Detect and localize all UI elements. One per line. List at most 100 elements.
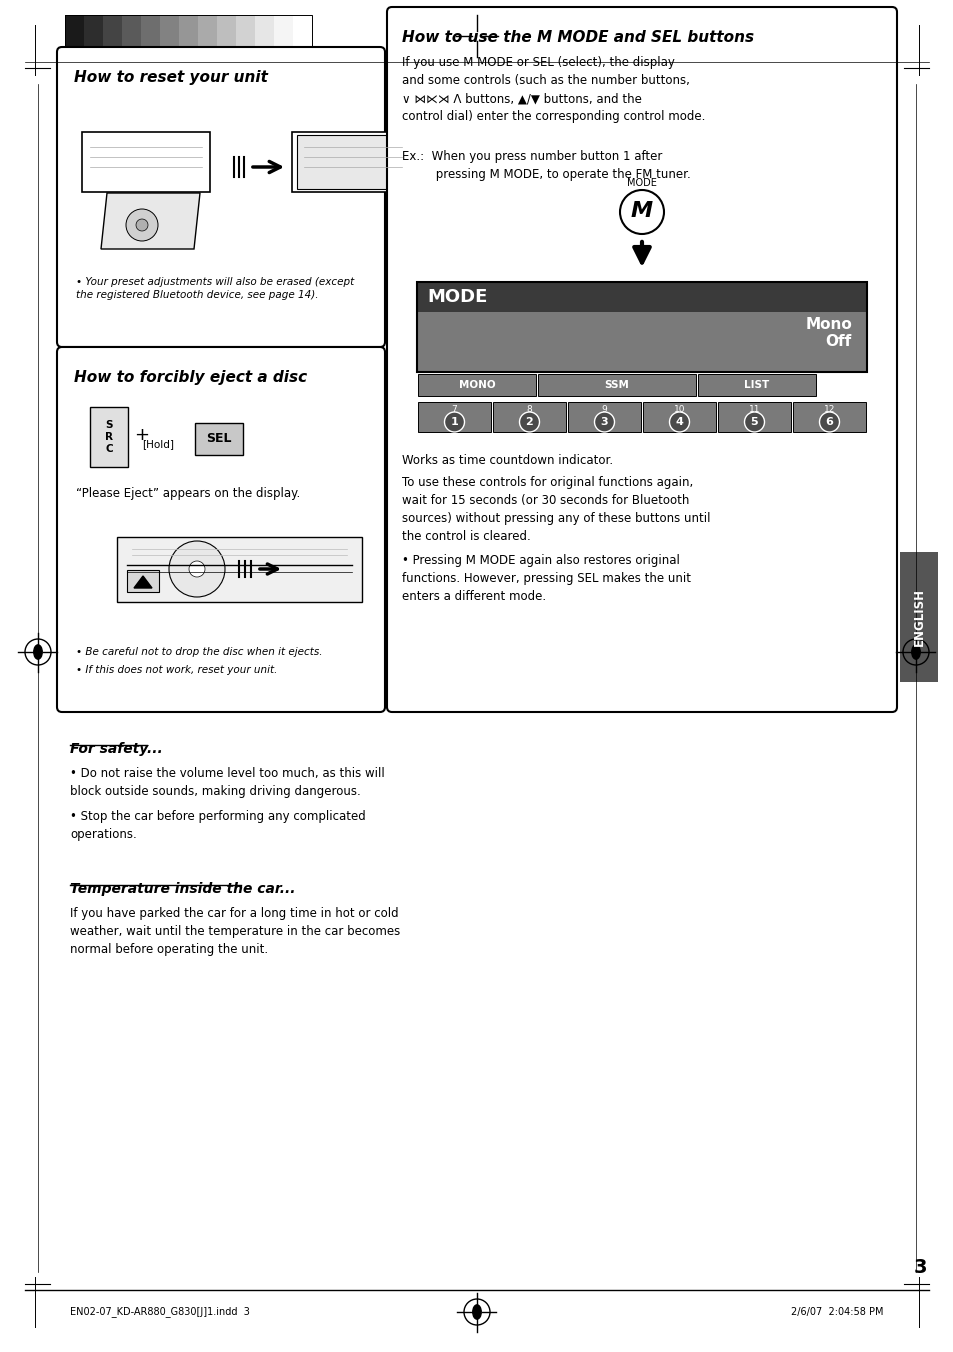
Bar	[755, 15, 774, 58]
Polygon shape	[117, 537, 361, 602]
Circle shape	[169, 541, 225, 598]
Text: • Pressing M MODE again also restores original
functions. However, pressing SEL : • Pressing M MODE again also restores or…	[401, 554, 690, 603]
Text: How to use the M MODE and SEL buttons: How to use the M MODE and SEL buttons	[401, 30, 753, 45]
Bar	[899, 552, 937, 681]
Bar	[416, 283, 866, 372]
Text: 2: 2	[525, 416, 533, 427]
Text: • Do not raise the volume level too much, as this will
block outside sounds, mak: • Do not raise the volume level too much…	[70, 767, 384, 798]
Bar	[141, 15, 160, 58]
FancyBboxPatch shape	[57, 347, 385, 713]
Bar	[660, 15, 888, 58]
Bar	[274, 15, 293, 58]
Polygon shape	[292, 132, 416, 192]
Bar	[90, 407, 128, 466]
Text: 2/6/07  2:04:58 PM: 2/6/07 2:04:58 PM	[791, 1307, 883, 1317]
Bar	[793, 15, 812, 58]
Ellipse shape	[33, 645, 42, 660]
Bar	[194, 423, 243, 456]
Bar	[127, 571, 159, 592]
FancyBboxPatch shape	[57, 47, 385, 347]
Bar	[850, 15, 869, 58]
Text: 11: 11	[748, 404, 760, 414]
Bar	[254, 15, 274, 58]
Text: To use these controls for original functions again,
wait for 15 seconds (or 30 s: To use these controls for original funct…	[401, 476, 710, 544]
Circle shape	[619, 191, 663, 234]
Text: +: +	[134, 426, 150, 443]
Circle shape	[519, 412, 539, 433]
Text: 10: 10	[673, 404, 684, 414]
Text: If you use M MODE or SEL (select), the display
and some controls (such as the nu: If you use M MODE or SEL (select), the d…	[401, 55, 704, 123]
Text: Ex.:  When you press number button 1 after
         pressing M MODE, to operate : Ex.: When you press number button 1 afte…	[401, 150, 690, 181]
Bar	[160, 15, 179, 58]
Text: Works as time countdown indicator.: Works as time countdown indicator.	[401, 454, 613, 466]
Bar	[567, 402, 640, 433]
Bar	[179, 15, 198, 58]
Circle shape	[743, 412, 763, 433]
Text: 8: 8	[526, 404, 532, 414]
Bar	[103, 15, 122, 58]
Bar	[718, 402, 790, 433]
Text: 12: 12	[823, 404, 834, 414]
Text: 5: 5	[750, 416, 758, 427]
Text: LIST: LIST	[743, 380, 769, 389]
Text: • Stop the car before performing any complicated
operations.: • Stop the car before performing any com…	[70, 810, 365, 841]
Bar	[812, 15, 831, 58]
Ellipse shape	[472, 28, 481, 43]
Text: M: M	[630, 201, 653, 220]
Text: MODE: MODE	[626, 178, 657, 188]
Circle shape	[819, 412, 839, 433]
Bar	[869, 15, 888, 58]
Bar	[235, 15, 254, 58]
Text: • Be careful not to drop the disc when it ejects.: • Be careful not to drop the disc when i…	[76, 648, 322, 657]
Polygon shape	[101, 193, 200, 249]
Text: Mono: Mono	[804, 316, 851, 333]
Polygon shape	[296, 135, 410, 189]
Text: How to forcibly eject a disc: How to forcibly eject a disc	[74, 370, 307, 385]
Bar	[699, 15, 718, 58]
Bar	[831, 15, 850, 58]
Text: 3: 3	[600, 416, 608, 427]
Circle shape	[669, 412, 689, 433]
Bar	[122, 15, 141, 58]
Ellipse shape	[473, 1305, 480, 1320]
Text: 4: 4	[675, 416, 682, 427]
Text: 3: 3	[912, 1257, 925, 1278]
Bar	[417, 402, 491, 433]
Text: MODE: MODE	[427, 288, 487, 306]
Bar	[216, 15, 235, 58]
Text: If you have parked the car for a long time in hot or cold
weather, wait until th: If you have parked the car for a long ti…	[70, 907, 400, 956]
Text: “Please Eject” appears on the display.: “Please Eject” appears on the display.	[76, 487, 300, 500]
Text: EN02-07_KD-AR880_G830[J]1.indd  3: EN02-07_KD-AR880_G830[J]1.indd 3	[70, 1306, 250, 1317]
Circle shape	[126, 210, 158, 241]
Bar	[737, 15, 755, 58]
Text: For safety...: For safety...	[70, 742, 163, 756]
Bar	[774, 15, 793, 58]
Bar	[65, 15, 84, 58]
Text: 6: 6	[824, 416, 833, 427]
Text: ENGLISH: ENGLISH	[911, 588, 924, 646]
Text: 7: 7	[451, 404, 456, 414]
Bar	[416, 283, 866, 312]
Bar	[416, 312, 866, 372]
Bar	[293, 15, 312, 58]
Ellipse shape	[911, 645, 920, 660]
Bar	[642, 402, 716, 433]
Text: • If this does not work, reset your unit.: • If this does not work, reset your unit…	[76, 665, 277, 675]
Text: S
R
C: S R C	[105, 419, 112, 454]
Bar	[198, 15, 216, 58]
Bar	[698, 375, 815, 396]
Polygon shape	[133, 576, 152, 588]
Circle shape	[444, 412, 464, 433]
Circle shape	[594, 412, 614, 433]
Bar	[65, 15, 312, 58]
Text: 9: 9	[601, 404, 607, 414]
Text: SEL: SEL	[206, 433, 232, 446]
Text: MONO: MONO	[458, 380, 495, 389]
Polygon shape	[82, 132, 210, 192]
Text: 1: 1	[450, 416, 457, 427]
Bar	[537, 375, 696, 396]
Text: Off: Off	[825, 334, 851, 349]
Bar	[84, 15, 103, 58]
Text: How to reset your unit: How to reset your unit	[74, 70, 268, 85]
Circle shape	[136, 219, 148, 231]
